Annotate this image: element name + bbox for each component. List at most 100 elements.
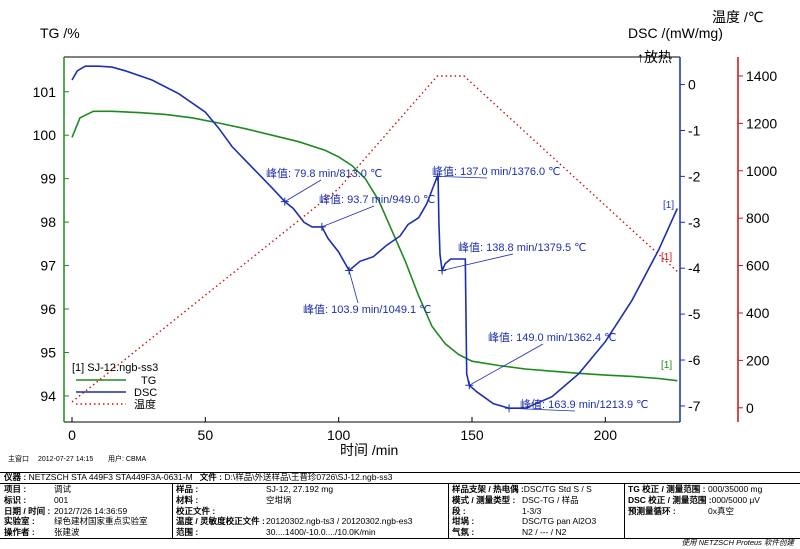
footer-datetime: 2012-07-27 14:15: [38, 456, 93, 463]
temp-tick-label: 1200: [746, 115, 777, 131]
info-value: 空坩埚: [266, 494, 292, 505]
tg-tick-label: 96: [40, 301, 56, 317]
annotation-label: 峰值: 137.0 min/1376.0 ℃: [432, 165, 561, 178]
annotation-leader: [437, 175, 488, 179]
instrument-row: 仪器 : NETZSCH STA 449F3 STA449F3A-0631-M …: [4, 472, 393, 483]
dsc-tick-label: -3: [688, 214, 701, 230]
x-tick-label: 200: [594, 427, 618, 443]
info-row: 实验室 : 绿色建材国家重点实验室: [4, 516, 148, 527]
annotations-group: 峰值: 79.8 min/813.0 ℃ 峰值: 93.7 min/949.0 ℃…: [266, 165, 649, 413]
dsc-tick-label: -1: [688, 122, 701, 138]
annotation-label: 峰值: 79.8 min/813.0 ℃: [266, 167, 382, 180]
info-value: 2012/7/26 14:36:59: [54, 505, 128, 516]
tg-axis-ticks: 94 95 96 97 98 99 100 101: [33, 84, 69, 404]
info-value: 20120302.ngb-ts3 / 20120302.ngb-es3: [266, 516, 413, 527]
file-value: D:\样品\外送样品\王晋珍0726\SJ-12.ngb-ss3: [224, 472, 393, 482]
info-value: SJ-12, 27.192 mg: [266, 484, 334, 494]
series-line-tg: [71, 110, 678, 382]
dsc-tick-label: -2: [688, 168, 701, 184]
tg-tick-label: 97: [40, 258, 56, 274]
info-value: DSC-TG / 样品: [522, 494, 579, 505]
curve-end-marker: [1]: [661, 360, 672, 371]
instrument-value: NETZSCH STA 449F3 STA449F3A-0631-M: [28, 472, 193, 482]
info-row: 坩埚 : DSC/TG pan Al2O3: [452, 516, 596, 527]
temp-axis-title: 温度 /℃: [712, 9, 764, 25]
info-value: 1-3/3: [522, 505, 542, 516]
info-label: 范围 :: [176, 527, 199, 538]
series-group: [71, 65, 679, 410]
temp-axis-ticks: 0 200 400 600 800 1000 1200 1400: [738, 68, 777, 416]
info-label: 气氛 :: [452, 527, 475, 538]
footer-user: 用户: CBMA: [108, 454, 146, 463]
footer-main-window: 主窗口: [8, 454, 29, 463]
file-label: 文件 :: [199, 472, 222, 482]
tg-tick-label: 100: [33, 127, 57, 143]
temp-tick-label: 1000: [746, 163, 777, 179]
info-value: 0x真空: [708, 505, 734, 516]
info-label: 校正文件 :: [176, 505, 216, 516]
info-value: 30....1400/-10.0..../10.0K/min: [266, 527, 376, 538]
curve-end-marker: [1]: [663, 200, 674, 211]
info-row: 样品支架 / 热电偶 :DSC/TG Std S / S: [452, 484, 592, 495]
info-row: 模式 / 测量类型 : DSC-TG / 样品: [452, 495, 579, 506]
info-label: 标识 :: [4, 494, 27, 505]
info-label: 段 :: [452, 505, 466, 516]
annotation-label: 峰值: 163.9 min/1213.9 ℃: [520, 398, 649, 411]
info-value: 张建波: [54, 527, 80, 538]
annotation-peak-marker: [317, 222, 326, 231]
x-tick-label: 0: [68, 427, 76, 443]
x-tick-label: 150: [460, 427, 484, 443]
annotation-peak-marker: [433, 172, 442, 181]
dsc-tick-label: -6: [688, 352, 701, 368]
curve-markers-group: [1] [1] [1]: [661, 200, 674, 371]
annotation-leader: [509, 407, 576, 412]
info-label: 预测量循环 :: [628, 505, 676, 516]
info-label: 温度 / 灵敏度校正文件 :: [176, 516, 265, 527]
temp-tick-label: 400: [746, 305, 770, 321]
tg-tick-label: 94: [40, 388, 56, 404]
info-row: 范围 : 30....1400/-10.0..../10.0K/min: [176, 527, 376, 538]
annotation-label: 峰值: 103.9 min/1049.1 ℃: [303, 303, 432, 316]
legend-label-temp: 温度: [134, 397, 156, 411]
dsc-tick-label: -4: [688, 260, 701, 276]
info-row: 预测量循环 : 0x真空: [628, 506, 734, 517]
info-row: 段 : 1-3/3: [452, 506, 541, 517]
dsc-axis-title: DSC /(mW/mg): [628, 25, 723, 41]
temp-tick-label: 1400: [746, 68, 777, 84]
info-row: 气氛 : N2 / --- / N2: [452, 527, 566, 538]
temp-tick-label: 600: [746, 258, 770, 274]
dsc-axis-ticks: 0 -1 -2 -3 -4 -5 -6 -7: [680, 77, 701, 414]
info-label: 操作者 :: [4, 527, 35, 538]
info-row: 日期 / 时间 :2012/7/26 14:36:59: [4, 506, 127, 517]
annotation-label: 峰值: 149.0 min/1362.4 ℃: [488, 331, 617, 344]
annotation-leader: [442, 253, 514, 271]
legend: [1] SJ-12.ngb-ss3 TG DSC 温度: [72, 362, 158, 411]
info-value: 001: [54, 494, 69, 505]
annotation-leader: [284, 179, 322, 202]
info-row: 材料 : 空坩埚: [176, 495, 292, 506]
annotation-label: 峰值: 138.8 min/1379.5 ℃: [458, 241, 587, 254]
info-label: DSC 校正 / 测量范围 :: [628, 494, 712, 505]
info-row: 温度 / 灵敏度校正文件 :20120302.ngb-ts3 / 2012030…: [176, 516, 413, 527]
info-row: TG 校正 / 测量范围 :000/35000 mg: [628, 484, 762, 495]
dsc-tick-label: 0: [688, 77, 696, 93]
instrument-label: 仪器 :: [4, 472, 27, 482]
info-value: 绿色建材国家重点实验室: [54, 516, 148, 527]
temp-tick-label: 200: [746, 352, 770, 368]
tg-dsc-chart: 0 50 100 150 200 94 95 96 97 98 99 100 101 0 -1 -2 -3 -…: [8, 9, 777, 463]
annotation-leader: [321, 205, 375, 228]
dsc-exo-label: ↑放热: [637, 49, 672, 65]
annotation-peak-marker: [465, 381, 474, 390]
curve-end-marker: [1]: [661, 252, 672, 263]
tg-tick-label: 99: [40, 171, 56, 187]
tg-tick-label: 98: [40, 214, 56, 230]
x-tick-label: 50: [198, 427, 214, 443]
info-label: 实验室 :: [4, 516, 35, 527]
annotation-label: 峰值: 93.7 min/949.0 ℃: [319, 193, 435, 206]
info-row: DSC 校正 / 测量范围 :000/5000 μV: [628, 495, 760, 506]
dsc-tick-label: -7: [688, 398, 701, 414]
measurement-info-table: 仪器 : NETZSCH STA 449F3 STA449F3A-0631-M …: [0, 472, 800, 548]
info-value: 000/35000 mg: [708, 484, 763, 494]
software-credit: 使用 NETZSCH Proteus 软件创建: [681, 538, 794, 547]
info-value: 调试: [54, 484, 72, 494]
